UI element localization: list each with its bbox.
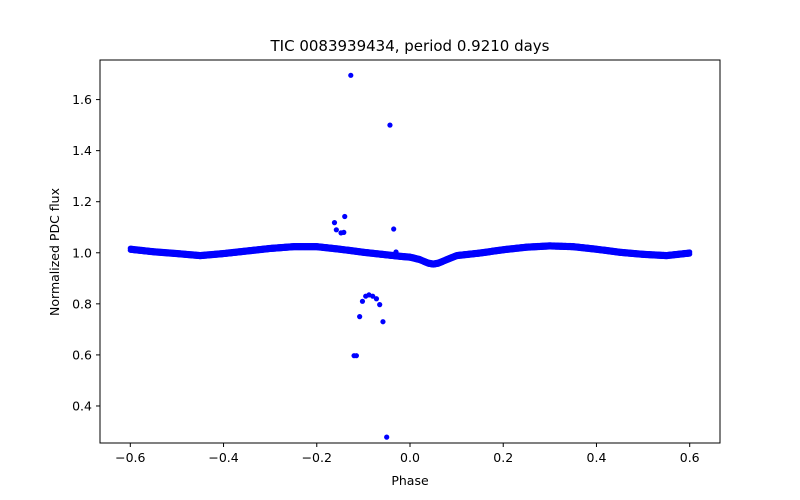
- outlier-point: [359, 298, 366, 304]
- y-tick-label: 0.8: [72, 296, 92, 311]
- y-tick-label: 1.6: [72, 92, 92, 107]
- x-tick-label: 0.4: [587, 450, 607, 465]
- outlier-point: [387, 122, 393, 128]
- x-tick-label: 0.0: [400, 450, 420, 465]
- x-tick-label: −0.4: [208, 450, 238, 465]
- y-tick-label: 1.2: [72, 194, 92, 209]
- data-points: [127, 72, 693, 440]
- outlier-point: [342, 213, 348, 220]
- outlier-point: [357, 314, 363, 320]
- light-curve-point: [687, 249, 693, 255]
- y-tick-label: 1.0: [72, 245, 92, 260]
- x-tick-label: 0.2: [493, 450, 513, 465]
- x-axis: −0.6 −0.4 −0.2 0.0 0.2 0.4 0.6: [115, 443, 700, 465]
- outlier-point: [333, 227, 339, 233]
- outlier-point: [384, 434, 390, 440]
- y-tick-label: 1.4: [72, 143, 92, 158]
- x-tick-label: −0.6: [115, 450, 145, 465]
- outlier-point: [393, 249, 399, 255]
- outlier-point: [363, 293, 369, 299]
- x-tick-label: −0.2: [302, 450, 332, 465]
- outlier-point: [331, 220, 338, 226]
- outlier-point: [373, 296, 380, 302]
- outlier-point: [348, 72, 354, 78]
- y-axis: 0.4 0.6 0.8 1.0 1.2 1.4 1.6: [72, 92, 100, 413]
- y-axis-label: Normalized PDC flux: [47, 188, 62, 316]
- chart-title: TIC 0083939434, period 0.9210 days: [269, 37, 549, 55]
- outlier-point: [377, 302, 383, 308]
- x-axis-label: Phase: [391, 473, 429, 488]
- outlier-point: [380, 319, 386, 325]
- y-tick-label: 0.4: [72, 398, 92, 413]
- outlier-point: [341, 229, 347, 235]
- outlier-point: [391, 226, 397, 232]
- x-tick-label: 0.6: [680, 450, 700, 465]
- y-tick-label: 0.6: [72, 347, 92, 362]
- outlier-point: [351, 353, 357, 359]
